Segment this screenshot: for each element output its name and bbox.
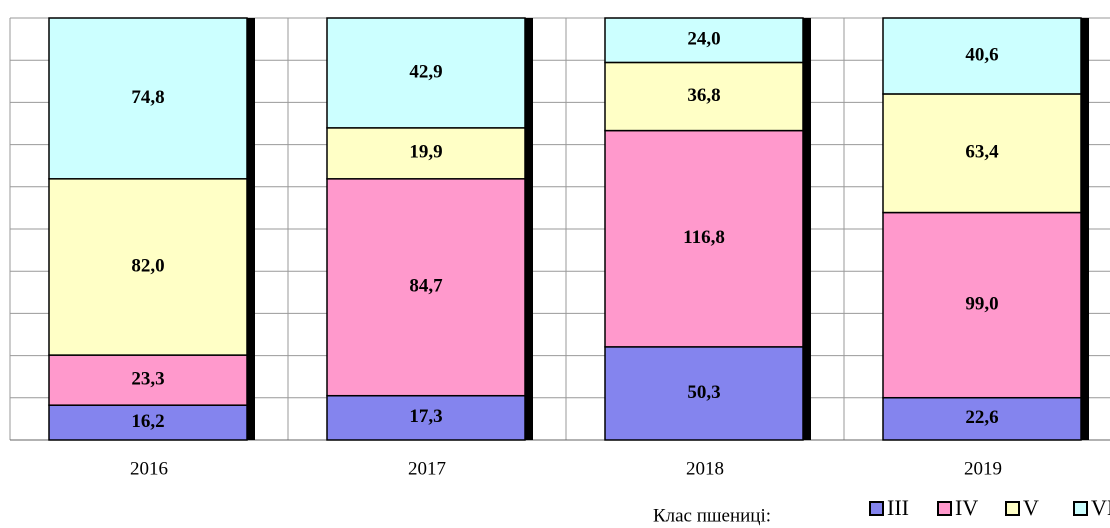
bar-segment: [48, 17, 248, 180]
bar-segment: [48, 178, 248, 356]
bar-segment: [604, 129, 804, 348]
bar-shadow: [803, 18, 811, 440]
x-tick-label: 2018: [686, 458, 724, 479]
bar-segment: [48, 354, 248, 406]
legend-title: Клас пшениці:: [653, 505, 771, 526]
bar-segment: [604, 61, 804, 132]
x-tick-label: 2016: [130, 458, 168, 479]
legend-swatch: [1073, 501, 1088, 516]
data-label: 116,8: [683, 227, 725, 248]
bar-segment: [604, 346, 804, 441]
data-label: 82,0: [131, 255, 164, 276]
data-label: 24,0: [687, 29, 720, 50]
data-label: 40,6: [965, 44, 998, 65]
bar-segment: [882, 396, 1082, 441]
bar-segment: [882, 17, 1082, 95]
bar-shadow: [1081, 18, 1089, 440]
data-label: 99,0: [965, 293, 998, 314]
bar-shadow: [247, 18, 255, 440]
bar-segment: [48, 404, 248, 441]
legend-label: VI: [1091, 495, 1110, 520]
legend-swatch: [1005, 501, 1020, 516]
data-label: 42,9: [409, 61, 442, 82]
data-label: 22,6: [965, 407, 998, 428]
bar-segment: [326, 394, 526, 441]
bar-segment: [882, 93, 1082, 214]
data-label: 17,3: [409, 406, 442, 427]
data-label: 50,3: [687, 382, 720, 403]
data-label: 63,4: [965, 142, 999, 163]
legend-swatch: [869, 501, 884, 516]
data-label: 19,9: [409, 142, 442, 163]
bar-shadow: [525, 18, 533, 440]
x-tick-label: 2017: [408, 458, 446, 479]
legend-swatch: [937, 501, 952, 516]
data-label: 74,8: [131, 87, 164, 108]
bar-segment: [882, 211, 1082, 399]
data-label: 23,3: [131, 368, 164, 389]
data-label: 84,7: [409, 276, 443, 297]
legend-label: V: [1023, 495, 1039, 520]
legend-label: IV: [955, 495, 978, 520]
x-tick-label: 2019: [964, 458, 1002, 479]
data-label: 36,8: [687, 85, 720, 106]
legend-label: III: [887, 495, 909, 520]
bar-segment: [604, 17, 804, 64]
bar-segment: [326, 17, 526, 129]
bar-segment: [326, 178, 526, 397]
data-label: 16,2: [131, 411, 164, 432]
